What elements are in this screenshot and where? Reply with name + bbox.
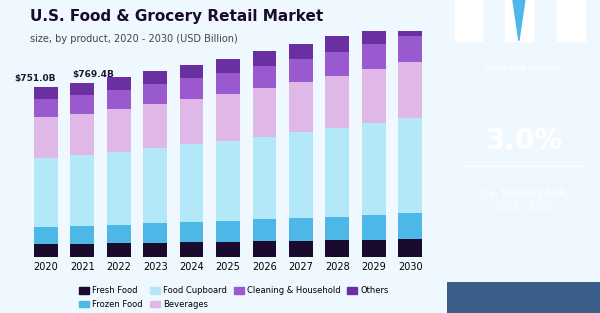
- Bar: [216, 221, 240, 242]
- Bar: [362, 69, 386, 123]
- Bar: [143, 104, 167, 148]
- Bar: [34, 99, 58, 117]
- Bar: [216, 141, 240, 221]
- Bar: [143, 243, 167, 257]
- Text: GRAND VIEW RESEARCH: GRAND VIEW RESEARCH: [486, 66, 561, 71]
- Text: size, by product, 2020 - 2030 (USD Billion): size, by product, 2020 - 2030 (USD Billi…: [30, 34, 238, 44]
- Bar: [362, 28, 386, 44]
- Bar: [362, 44, 386, 69]
- Bar: [180, 242, 203, 257]
- FancyBboxPatch shape: [505, 0, 533, 41]
- Polygon shape: [508, 0, 530, 41]
- Bar: [107, 78, 131, 90]
- Bar: [398, 36, 422, 62]
- Bar: [180, 65, 203, 78]
- Bar: [180, 78, 203, 99]
- Bar: [253, 66, 276, 88]
- Bar: [325, 52, 349, 76]
- Bar: [362, 239, 386, 257]
- Bar: [216, 59, 240, 73]
- Bar: [34, 157, 58, 227]
- Bar: [216, 73, 240, 94]
- Bar: [253, 219, 276, 241]
- Bar: [107, 244, 131, 257]
- Bar: [180, 99, 203, 144]
- Bar: [34, 87, 58, 99]
- Bar: [143, 148, 167, 223]
- Bar: [289, 59, 313, 82]
- Bar: [34, 244, 58, 257]
- Bar: [70, 226, 94, 244]
- Bar: [107, 225, 131, 244]
- Bar: [107, 151, 131, 225]
- Bar: [362, 215, 386, 239]
- Bar: [325, 240, 349, 257]
- Bar: [34, 227, 58, 244]
- FancyBboxPatch shape: [557, 0, 585, 41]
- Bar: [325, 76, 349, 128]
- Bar: [398, 18, 422, 36]
- Bar: [143, 71, 167, 84]
- Bar: [289, 241, 313, 257]
- Bar: [325, 36, 349, 52]
- Bar: [70, 114, 94, 155]
- Bar: [70, 155, 94, 226]
- FancyBboxPatch shape: [447, 282, 600, 313]
- Bar: [398, 118, 422, 213]
- Text: 3.0%: 3.0%: [485, 127, 562, 155]
- Bar: [398, 239, 422, 257]
- Bar: [143, 84, 167, 104]
- FancyBboxPatch shape: [455, 0, 482, 41]
- Bar: [289, 82, 313, 132]
- Bar: [107, 109, 131, 151]
- Bar: [325, 128, 349, 217]
- Legend: Fresh Food, Frozen Food, Food Cupboard, Beverages, Cleaning & Household, Others: Fresh Food, Frozen Food, Food Cupboard, …: [76, 283, 392, 312]
- Bar: [253, 51, 276, 66]
- Bar: [253, 241, 276, 257]
- Bar: [398, 213, 422, 239]
- Bar: [70, 95, 94, 114]
- Bar: [180, 144, 203, 222]
- Bar: [216, 94, 240, 141]
- Bar: [143, 223, 167, 243]
- Bar: [216, 242, 240, 257]
- Bar: [289, 44, 313, 59]
- Text: U.S. Market CAGR,
2022 - 2030: U.S. Market CAGR, 2022 - 2030: [479, 189, 568, 212]
- Text: U.S. Food & Grocery Retail Market: U.S. Food & Grocery Retail Market: [30, 9, 323, 24]
- Bar: [34, 117, 58, 157]
- Bar: [289, 132, 313, 218]
- Bar: [180, 222, 203, 242]
- Bar: [362, 123, 386, 215]
- Bar: [107, 90, 131, 109]
- Bar: [253, 88, 276, 136]
- Bar: [398, 62, 422, 118]
- Bar: [325, 217, 349, 240]
- Text: $751.0B: $751.0B: [14, 74, 56, 83]
- Bar: [70, 83, 94, 95]
- Bar: [289, 218, 313, 241]
- Text: $769.4B: $769.4B: [72, 70, 114, 79]
- Bar: [70, 244, 94, 257]
- Bar: [253, 136, 276, 219]
